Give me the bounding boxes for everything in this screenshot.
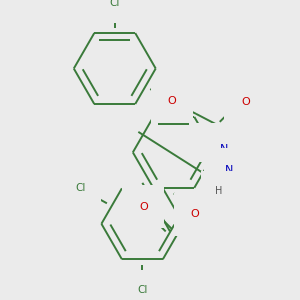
Text: Cl: Cl (137, 286, 148, 296)
Text: H: H (209, 137, 217, 147)
Text: O: O (241, 97, 250, 107)
Text: Cl: Cl (75, 183, 86, 193)
Text: O: O (139, 202, 148, 212)
Text: N: N (225, 165, 233, 175)
Text: Cl: Cl (110, 0, 120, 8)
Text: O: O (190, 209, 199, 219)
Text: N: N (220, 144, 229, 154)
Text: O: O (168, 96, 176, 106)
Text: H: H (215, 186, 223, 196)
